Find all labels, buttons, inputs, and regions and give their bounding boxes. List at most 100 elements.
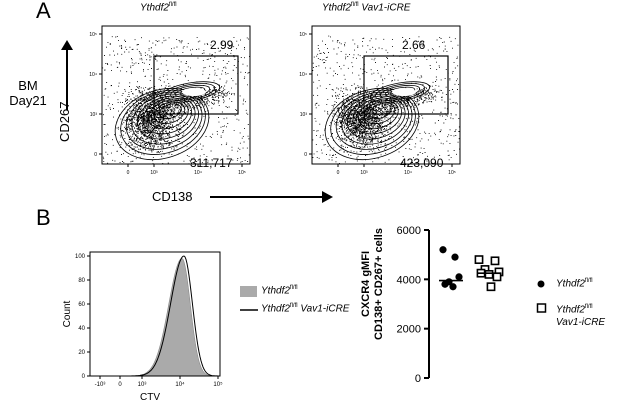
dot-legend-item-2: Ythdf2fl/fl xyxy=(556,304,593,316)
x-tick-label: 10⁴ xyxy=(194,170,202,176)
data-point xyxy=(455,273,463,281)
flow-plot-1: 10⁵ 10⁴ 10³ 0 0 10³ 10⁴ 10⁵ xyxy=(89,25,251,176)
gate-box xyxy=(153,55,239,115)
plot1-event-count: 311,717 xyxy=(190,156,233,170)
contour-ring xyxy=(335,91,413,150)
data-point xyxy=(484,269,494,279)
data-point xyxy=(486,282,496,292)
y-tick-label: 6000 xyxy=(397,225,421,237)
contour-ring xyxy=(174,86,206,98)
plot2-event-count: 423,090 xyxy=(400,156,444,170)
y-tick-label: 4000 xyxy=(397,274,421,286)
panel-b-letter: B xyxy=(36,205,51,230)
cxcr4-dot-plot: 0 2000 4000 6000 CXCR4 gMFI CD138+ CD267+ cel… xyxy=(360,225,504,385)
x-tick-label: 10⁵ xyxy=(213,381,223,388)
data-point xyxy=(445,278,453,286)
x-tick-label: 0 xyxy=(127,170,130,176)
data-point xyxy=(474,255,484,264)
contour-ring xyxy=(131,93,199,145)
open-square-icon xyxy=(536,303,547,313)
data-point xyxy=(449,283,457,291)
filled-swatch-icon xyxy=(240,286,257,297)
data-point xyxy=(451,253,459,261)
x-tick-label: 10⁴ xyxy=(175,381,185,388)
y-tick-label: 10³ xyxy=(90,112,98,118)
dot-legend-markers xyxy=(536,280,547,313)
plot-frame xyxy=(311,25,461,165)
contour-ring xyxy=(346,95,406,140)
y-tick-label: 0 xyxy=(415,373,421,385)
contour-ring xyxy=(384,86,416,98)
flow-plot-2: 10⁵ 10⁴ 10³ 0 0 10³ 10⁴ 10⁵ xyxy=(299,25,461,176)
hist-line-curve xyxy=(90,255,220,377)
plot1-title: Ythdf2fl/fl xyxy=(140,2,177,14)
contour-center xyxy=(392,88,416,96)
row-label-line2: Day21 xyxy=(9,93,47,108)
hist-y-label: Count xyxy=(62,300,73,327)
contour-ring xyxy=(125,91,203,150)
contour-ring xyxy=(153,101,186,125)
row-label-line1: BM xyxy=(18,78,38,93)
x-tick-label: 0 xyxy=(118,382,122,388)
contour-ring xyxy=(148,99,189,130)
y-tick-label: 60 xyxy=(78,302,85,308)
gate-box xyxy=(363,55,449,115)
y-tick-label: 20 xyxy=(78,350,85,356)
y-tick-label: 0 xyxy=(82,374,86,380)
contour-ring xyxy=(379,84,421,100)
plot1-gate-percent: 2.99 xyxy=(210,38,234,52)
x-tick-label: 10⁵ xyxy=(448,170,456,176)
y-tick-label: 40 xyxy=(78,326,85,332)
contour-ring xyxy=(341,93,409,145)
x-tick-label: 10³ xyxy=(150,170,158,176)
contour-ring xyxy=(374,83,426,101)
hist-frame xyxy=(89,251,221,377)
contour-ring xyxy=(363,101,396,125)
hist-legend-item-1: Ythdf2fl/fl xyxy=(261,285,298,297)
contour-ring xyxy=(358,99,399,130)
filled-circle-icon xyxy=(537,280,545,288)
plot2-gate-percent: 2.66 xyxy=(402,38,426,52)
data-point xyxy=(439,246,447,254)
plot-frame xyxy=(101,25,251,165)
x-tick-label: -10³ xyxy=(95,382,106,388)
contour-ring xyxy=(159,103,182,119)
data-point xyxy=(490,256,500,266)
x-tick-label: 10³ xyxy=(360,170,368,176)
row-label: BM Day21 xyxy=(3,78,53,108)
y-tick-label: 10⁴ xyxy=(299,72,307,78)
contour-ring xyxy=(370,81,430,103)
hist-x-label: CTV xyxy=(140,392,160,402)
contour-center xyxy=(182,88,206,96)
y-tick-label: 2000 xyxy=(397,324,421,336)
y-tick-label: 0 xyxy=(94,152,97,158)
plot2-title: Ythdf2fl/fl Vav1-iCRE xyxy=(322,2,411,14)
y-axis-arrow-icon xyxy=(61,40,73,110)
contour-ring xyxy=(136,95,196,140)
y-tick-label: 0 xyxy=(304,152,307,158)
y-tick-label: 10⁵ xyxy=(89,32,97,38)
x-tick-label: 0 xyxy=(337,170,340,176)
x-tick-label: 10³ xyxy=(138,382,147,388)
y-tick-label: 100 xyxy=(75,254,86,260)
x-tick-label: 10⁴ xyxy=(404,170,412,176)
ctv-histogram: 100 80 60 40 20 0 -10³ 0 10³ 10⁴ 10⁵ Count CTV xyxy=(62,251,223,402)
cd138-axis-label: CD138 xyxy=(152,189,193,204)
dot-legend-item-2-line2: Vav1-iCRE xyxy=(556,317,606,328)
hist-legend-item-2: Ythdf2fl/fl Vav1-iCRE xyxy=(261,303,350,315)
dot-y-label-line2: CD138+ CD267+ cells xyxy=(373,228,385,340)
y-tick-label: 80 xyxy=(78,278,85,284)
y-tick-label: 10³ xyxy=(300,112,308,118)
contour-ring xyxy=(114,88,210,160)
x-tick-label: 10⁵ xyxy=(238,170,246,176)
hist-legend-swatches xyxy=(240,286,258,311)
x-axis-arrow-icon xyxy=(210,191,333,203)
contour-ring xyxy=(324,88,420,160)
y-tick-label: 10⁵ xyxy=(299,32,307,38)
contour-ring xyxy=(369,103,392,119)
dot-legend-item-1: Ythdf2fl/fl xyxy=(556,278,593,290)
data-point xyxy=(492,272,502,282)
dot-y-label: CXCR4 gMFI xyxy=(360,251,372,317)
contour-ring xyxy=(164,83,216,101)
y-tick-label: 10⁴ xyxy=(89,72,97,78)
